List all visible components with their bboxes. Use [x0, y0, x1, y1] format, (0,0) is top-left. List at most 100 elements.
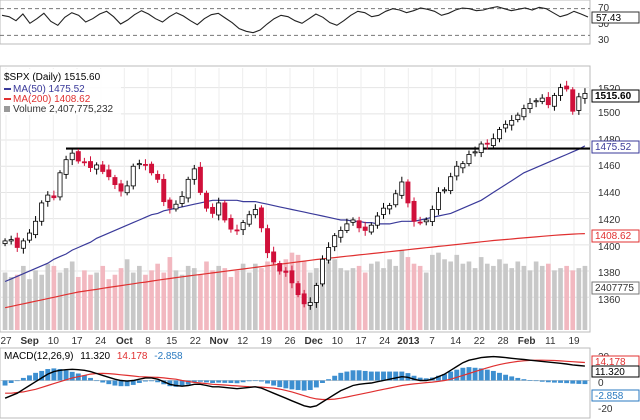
- volume-bar: [344, 270, 350, 330]
- rsi-series-line: [1, 6, 589, 34]
- volume-bar: [338, 268, 344, 330]
- macd-histogram-bar: [100, 380, 106, 383]
- price-tag: 1515.60: [595, 91, 632, 102]
- volume-bar: [442, 259, 447, 330]
- volume-bar: [8, 276, 14, 330]
- candle-body: [204, 192, 209, 209]
- candle-body: [374, 215, 380, 226]
- volume-bar: [539, 265, 545, 330]
- candle-body: [228, 217, 234, 230]
- volume-bar: [149, 270, 154, 330]
- macd-histogram-bar: [57, 369, 63, 381]
- volume-bar: [320, 263, 325, 330]
- volume-bar: [497, 259, 502, 330]
- macd-histogram-bar: [240, 380, 246, 383]
- candle-body: [57, 172, 63, 198]
- candle-body: [545, 96, 551, 106]
- macd-histogram-bar: [301, 380, 307, 391]
- candle-body: [472, 151, 478, 154]
- volume-bar: [51, 265, 57, 330]
- volume-bar: [283, 259, 289, 330]
- date-tick-label: 10: [332, 336, 344, 347]
- macd-tick-minus20: -20: [598, 404, 613, 415]
- candle-body: [185, 178, 191, 199]
- macd-histogram-bar: [63, 370, 69, 381]
- volume-bar: [405, 257, 411, 330]
- macd-histogram-bar: [436, 375, 441, 381]
- candle-body: [313, 285, 319, 303]
- price-tick-1440: 1440: [598, 188, 621, 199]
- macd-histogram-bar: [582, 380, 588, 385]
- volume-bar: [185, 265, 191, 330]
- volume-bar: [124, 259, 130, 330]
- macd-histogram-bar: [136, 380, 142, 383]
- candle-body: [289, 270, 295, 284]
- candle-body: [405, 181, 411, 204]
- candle-body: [130, 165, 136, 187]
- candle-body: [75, 151, 81, 162]
- macd-histogram-bar: [191, 380, 197, 383]
- candle-body: [240, 222, 246, 231]
- macd-histogram-bar: [497, 372, 502, 381]
- date-tick-label: 7: [429, 336, 435, 347]
- date-tick-label: Nov: [210, 336, 229, 347]
- candle-body: [2, 240, 8, 244]
- candle-body: [503, 123, 509, 129]
- macd-panel: MACD(12,26,9) 11.320 14.178 -2.858 20 0 …: [0, 347, 640, 419]
- macd-histogram-bar: [81, 375, 87, 381]
- volume-bar: [423, 272, 429, 330]
- volume-bar: [222, 268, 228, 330]
- volume-bar: [478, 257, 484, 330]
- macd-histogram-bar: [338, 372, 344, 381]
- volume-bar: [57, 272, 63, 330]
- volume-bar: [356, 265, 362, 330]
- macd-histogram-bar: [149, 380, 154, 382]
- candle-body: [155, 173, 161, 180]
- volume-bar: [39, 274, 44, 330]
- candle-body: [265, 228, 271, 254]
- date-tick-label: 8: [145, 336, 151, 347]
- candle-body: [118, 183, 124, 192]
- candle-body: [319, 258, 325, 285]
- candle-body: [167, 199, 173, 209]
- volume-bar: [558, 268, 563, 330]
- macd-histogram-bar: [332, 375, 338, 381]
- macd-histogram-bar: [490, 370, 496, 381]
- candle-body: [381, 207, 386, 215]
- candle-body: [88, 161, 93, 168]
- volume-bar: [375, 261, 380, 330]
- ma200-tag: 1408.62: [595, 231, 632, 242]
- macd-histogram-bar: [258, 380, 264, 382]
- volume-bar: [130, 272, 136, 330]
- date-tick-label: 2013: [397, 336, 420, 347]
- volume-bar: [179, 274, 185, 330]
- price-legend: $SPX (Daily) 1515.60 MA(50) 1475.52 MA(2…: [1, 69, 121, 115]
- volume-bar: [454, 254, 460, 330]
- hist-tag-box: [591, 389, 640, 402]
- volume-bar: [2, 272, 8, 330]
- macd-histogram-bar: [417, 377, 423, 381]
- volume-bar: [137, 265, 142, 330]
- price-legend-background: [1, 69, 121, 115]
- volume-bar: [167, 257, 173, 330]
- candle-body: [515, 114, 521, 121]
- rsi-tick-70: 70: [598, 3, 610, 14]
- date-tick-label: 17: [355, 336, 367, 347]
- ma200-tag-box: [591, 229, 640, 243]
- candle-body: [582, 93, 588, 99]
- macd-histogram-bar: [533, 380, 539, 382]
- candle-body: [142, 164, 148, 166]
- candle-body: [435, 192, 441, 210]
- volume-bar: [466, 261, 472, 330]
- price-tick-1500: 1500: [598, 108, 621, 119]
- volume-bar: [509, 268, 515, 330]
- candle-body: [20, 240, 26, 249]
- volume-bar: [491, 265, 496, 330]
- volume-bar: [527, 270, 533, 330]
- macd-axis-tags: 14.178 11.320 -2.858: [591, 355, 640, 402]
- volume-bar: [191, 268, 197, 330]
- volume-bar: [387, 259, 392, 330]
- date-tick-label: 11: [545, 336, 556, 347]
- macd-histogram-bar: [112, 380, 118, 386]
